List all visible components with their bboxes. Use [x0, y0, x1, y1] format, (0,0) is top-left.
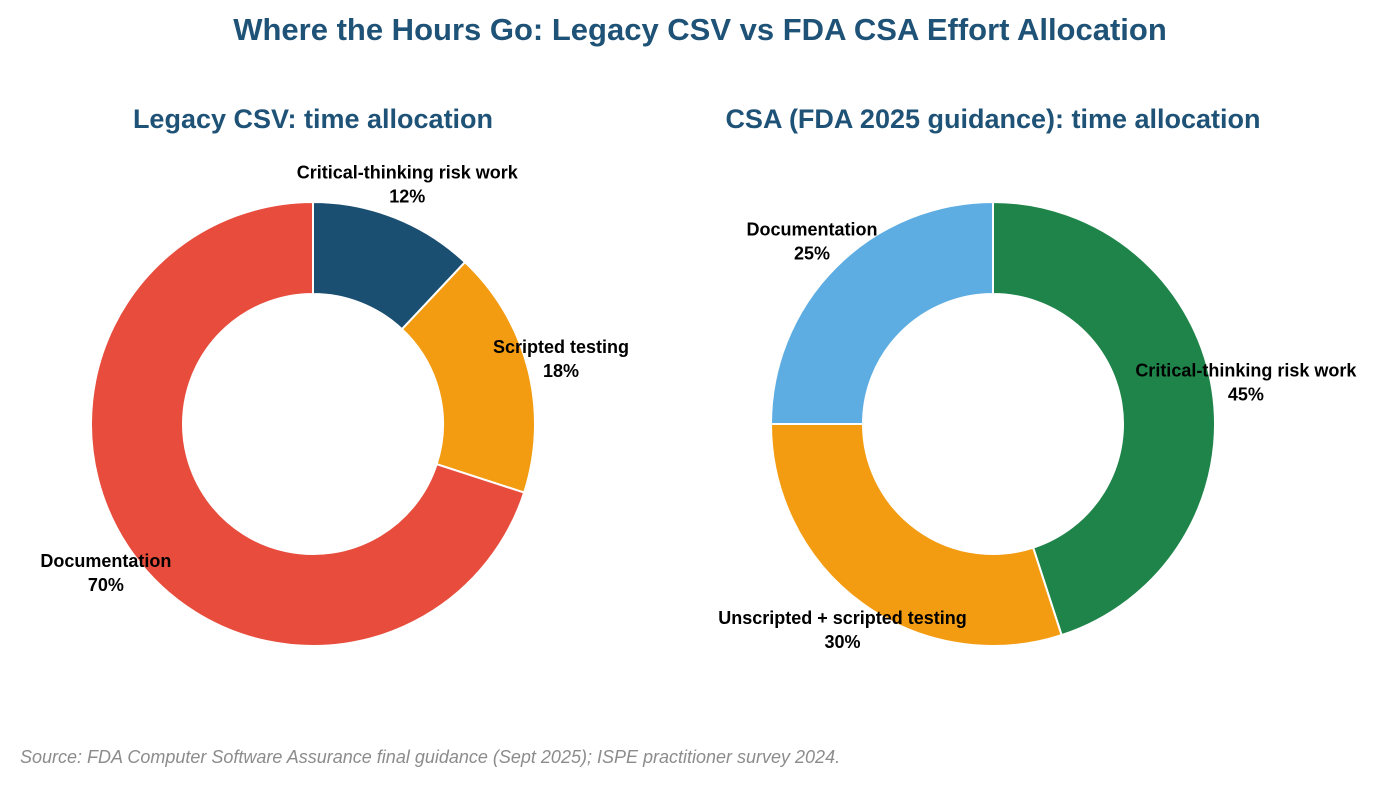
- slice-value-label: 45%: [1228, 385, 1264, 405]
- slice-label: Documentation: [40, 551, 171, 571]
- slice-label: Scripted testing: [493, 337, 629, 357]
- slice-value-label: 12%: [389, 187, 425, 207]
- donut-slice: [400, 260, 536, 494]
- slice-label: Critical-thinking risk work: [1135, 361, 1357, 381]
- donut-slice: [769, 200, 994, 425]
- slice-value-label: 25%: [794, 244, 830, 264]
- source-note: Source: FDA Computer Software Assurance …: [20, 747, 840, 767]
- slice-label: Critical-thinking risk work: [297, 163, 519, 183]
- slice-label: Documentation: [746, 220, 877, 240]
- slice-value-label: 18%: [543, 361, 579, 381]
- donut-slice: [992, 200, 1216, 637]
- donut-slice: [769, 423, 1063, 647]
- chart-title: Where the Hours Go: Legacy CSV vs FDA CS…: [233, 12, 1167, 47]
- chart-subtitle: CSA (FDA 2025 guidance): time allocation: [725, 104, 1260, 134]
- slice-value-label: 70%: [88, 575, 124, 595]
- slice-value-label: 30%: [825, 632, 861, 652]
- slice-label: Unscripted + scripted testing: [718, 608, 967, 628]
- chart-subtitle: Legacy CSV: time allocation: [133, 104, 493, 134]
- donut-slice: [90, 200, 526, 647]
